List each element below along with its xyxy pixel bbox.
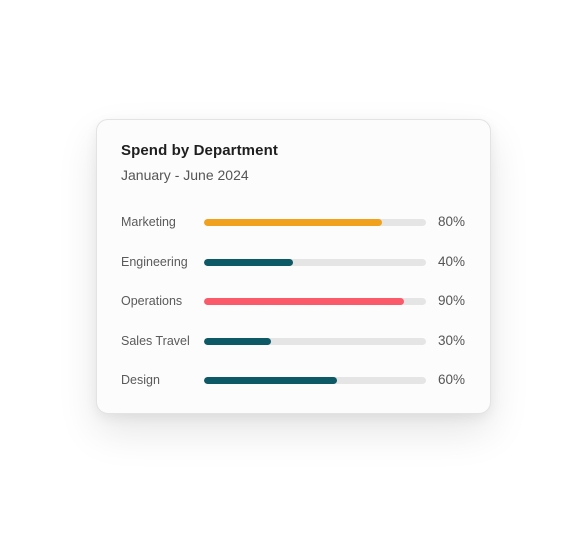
- bar-row: Sales Travel 30%: [97, 331, 490, 351]
- bar-label: Operations: [121, 294, 183, 308]
- chart-subtitle: January - June 2024: [121, 167, 249, 183]
- bar-label: Sales Travel: [121, 333, 190, 348]
- bar-track: [204, 219, 426, 226]
- bar-label: Design: [121, 373, 160, 387]
- bar-track: [204, 377, 426, 384]
- bar-fill: [204, 298, 404, 305]
- bar-value-label: 30%: [438, 332, 466, 348]
- bar-row: Engineering 40%: [97, 252, 490, 272]
- bar-fill: [204, 258, 293, 266]
- bar-row: Design 60%: [97, 370, 490, 390]
- bar-row: Operations 90%: [97, 291, 490, 311]
- bar-fill: [204, 219, 382, 226]
- bar-track: [204, 337, 426, 345]
- bar-track: [204, 258, 426, 266]
- bar-label: Engineering: [121, 254, 188, 269]
- bar-row: Marketing 80%: [97, 212, 490, 232]
- bar-value-label: 60%: [438, 372, 466, 387]
- bar-fill: [204, 337, 271, 345]
- bar-track: [204, 298, 426, 305]
- bar-value-label: 80%: [438, 214, 466, 229]
- spend-card: Spend by Department January - June 2024 …: [96, 119, 491, 414]
- bar-fill: [204, 377, 338, 384]
- bar-value-label: 90%: [438, 293, 466, 308]
- bar-value-label: 40%: [438, 253, 466, 269]
- bar-label: Marketing: [121, 215, 176, 229]
- bar-rows: Marketing 80% Engineering 40% Operations 90% S…: [97, 120, 490, 413]
- chart-title: Spend by Department: [121, 142, 278, 159]
